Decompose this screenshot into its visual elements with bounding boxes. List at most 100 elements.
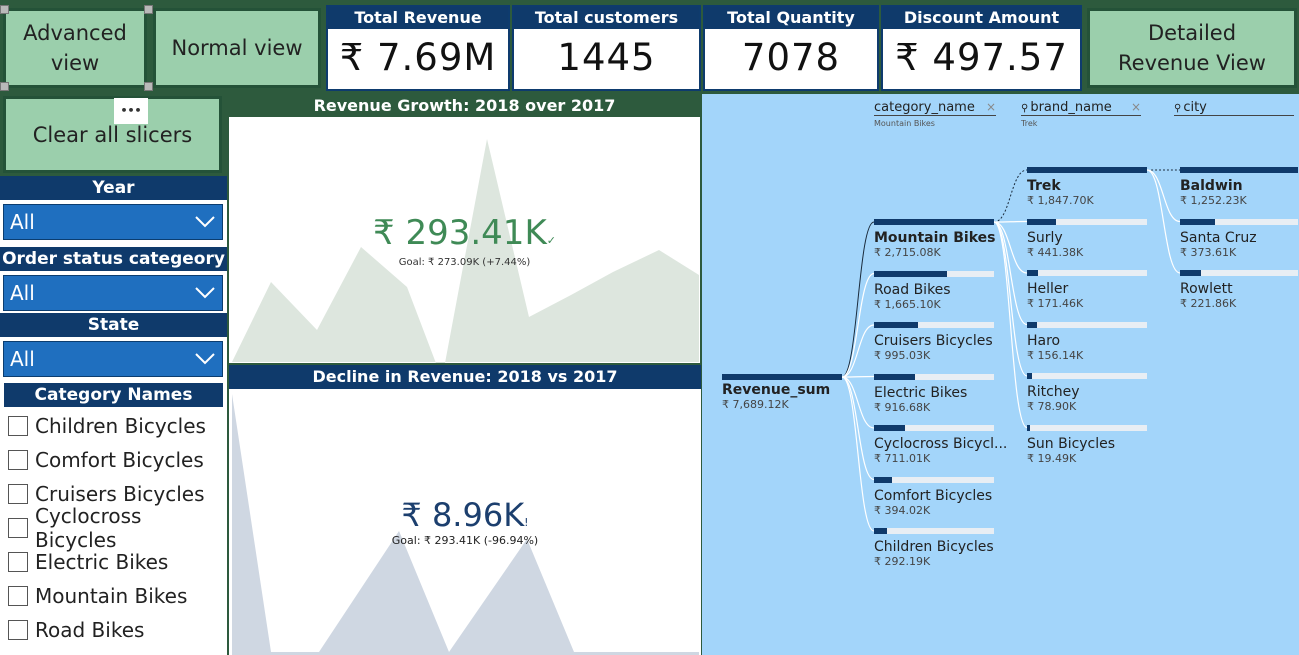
resize-handle-icon[interactable] <box>0 5 9 14</box>
normal-view-label: Normal view <box>171 36 303 60</box>
tree-node-label[interactable]: Electric Bikes <box>874 384 968 401</box>
detailed-revenue-view-button[interactable]: Detailed Revenue View <box>1087 8 1297 88</box>
tree-node-label[interactable]: Surly <box>1027 229 1063 246</box>
tree-level-header[interactable]: ⚲ brand_name × <box>1021 100 1141 116</box>
tree-node-label[interactable]: Cruisers Bicycles <box>874 333 993 349</box>
tree-node-bar <box>1027 373 1032 379</box>
tree-node-bar-track <box>1027 424 1147 431</box>
tree-node-label[interactable]: Comfort Bicycles <box>874 487 993 504</box>
advanced-view-button[interactable]: Advanced view <box>3 8 147 88</box>
tree-level-header[interactable]: category_name × <box>874 100 996 116</box>
tree-node-bar-track <box>1180 270 1298 276</box>
tree-node-label[interactable]: Ritchey <box>1027 384 1080 400</box>
tree-node-bar-track <box>874 425 994 431</box>
tree-connector <box>993 221 1028 326</box>
kpi-card: Total customers 1445 <box>512 5 701 91</box>
tree-node-value: ₹ 711.01K <box>874 452 931 465</box>
tree-node-value: ₹ 394.02K <box>874 503 931 517</box>
year-dropdown-value: All <box>10 210 35 234</box>
category-checkbox-item[interactable]: Road Bikes <box>0 613 227 647</box>
revenue-growth-card[interactable]: Revenue Growth: 2018 over 2017 ₹ 293.41K… <box>228 94 701 364</box>
category-checkbox-item[interactable]: Cruisers Bicycles <box>0 477 227 511</box>
checkbox[interactable] <box>8 620 28 640</box>
checkbox[interactable] <box>8 484 28 504</box>
tree-node-bar <box>874 373 915 380</box>
more-options-icon[interactable]: ••• <box>114 98 148 124</box>
tree-level-header[interactable]: ⚲ city <box>1174 100 1294 116</box>
order-status-dropdown[interactable]: All <box>3 275 223 311</box>
lightbulb-icon: ⚲ <box>1174 103 1182 114</box>
tree-node-label[interactable]: Santa Cruz <box>1180 229 1257 246</box>
tree-node-label[interactable]: Haro <box>1027 332 1061 349</box>
category-checkbox-item[interactable]: Children Bicycles <box>0 409 227 443</box>
checkmark-icon: ✓ <box>546 234 556 247</box>
tree-node-label[interactable]: Sun Bicycles <box>1027 435 1116 452</box>
category-label: Children Bicycles <box>35 414 206 438</box>
tree-node-bar-track <box>874 476 994 483</box>
category-checkbox-item[interactable]: Comfort Bicycles <box>0 443 227 477</box>
tree-node-value: ₹ 171.46K <box>1027 297 1084 310</box>
tree-node-label[interactable]: Rowlett <box>1180 281 1233 297</box>
state-dropdown-value: All <box>10 347 35 371</box>
tree-level-name: category_name <box>874 100 975 115</box>
tree-node-label[interactable]: Trek <box>1027 178 1061 194</box>
tree-node-label[interactable]: Baldwin <box>1180 178 1243 194</box>
tree-connector <box>993 220 1028 223</box>
checkbox[interactable] <box>8 552 28 572</box>
tree-connector <box>841 376 875 532</box>
kpi-value: 1445 <box>557 36 656 79</box>
alert-icon: ! <box>524 516 529 529</box>
chevron-down-icon <box>195 353 215 365</box>
tree-connectors <box>841 169 1181 532</box>
tree-node-label[interactable]: Mountain Bikes <box>874 230 996 246</box>
resize-handle-icon[interactable] <box>144 5 153 14</box>
year-dropdown[interactable]: All <box>3 204 223 240</box>
tree-node-value: ₹ 1,665.10K <box>874 297 941 311</box>
category-checkbox-item[interactable]: Mountain Bikes <box>0 579 227 613</box>
chevron-down-icon <box>195 287 215 299</box>
tree-node-label[interactable]: Cyclocross Bicycl... <box>874 436 1008 452</box>
checkbox[interactable] <box>8 586 28 606</box>
resize-handle-icon[interactable] <box>144 82 153 91</box>
resize-handle-icon[interactable] <box>0 82 9 91</box>
order-status-slicer-title: Order status categeory <box>0 247 227 271</box>
tree-node-value: ₹ 916.68K <box>874 400 931 414</box>
category-label: Cyclocross Bicycles <box>35 504 142 552</box>
tree-level-filter: Trek <box>1021 119 1038 128</box>
tree-connector <box>993 221 1028 274</box>
tree-node-bar <box>1180 218 1215 225</box>
tree-connector <box>993 169 1028 223</box>
category-checkbox-item[interactable]: Electric Bikes <box>0 545 227 579</box>
checkbox[interactable] <box>8 450 28 470</box>
tree-node-bar-track <box>874 373 994 380</box>
tree-node-bar <box>874 425 905 431</box>
revenue-decline-card[interactable]: Decline in Revenue: 2018 vs 2017 ₹ 8.96K… <box>228 365 701 655</box>
tree-node-label[interactable]: Children Bicycles <box>874 539 994 555</box>
tree-node-bar-track <box>874 322 994 328</box>
tree-level-filter: Mountain Bikes <box>874 119 935 128</box>
state-slicer-title: State <box>0 313 227 337</box>
tree-connector <box>841 324 875 378</box>
tree-node-bar-track <box>1027 321 1147 328</box>
tree-node-value: ₹ 78.90K <box>1027 400 1077 413</box>
decomposition-tree[interactable]: category_name × Mountain Bikes ⚲ brand_name… <box>702 94 1299 655</box>
checkbox[interactable] <box>8 518 28 538</box>
tree-node-bar-track <box>1180 167 1298 173</box>
clear-all-slicers-button[interactable]: Clear all slicers <box>3 96 222 173</box>
close-icon[interactable]: × <box>1130 100 1141 114</box>
tree-node-label[interactable]: Heller <box>1027 281 1069 297</box>
close-icon[interactable]: × <box>985 100 996 114</box>
tree-node-label[interactable]: Road Bikes <box>874 281 951 298</box>
revenue-decline-goal: Goal: ₹ 293.41K (-96.94%) <box>391 534 539 547</box>
tree-level-name: city <box>1183 100 1207 115</box>
tree-node-bar-track <box>874 219 994 225</box>
tree-node-bar-track <box>1180 218 1298 225</box>
checkbox[interactable] <box>8 416 28 436</box>
kpi-title: Total Quantity <box>705 7 877 29</box>
category-names-slicer-title: Category Names <box>4 383 223 407</box>
tree-node-value: ₹ 1,252.23K <box>1180 194 1247 207</box>
normal-view-button[interactable]: Normal view <box>153 8 321 88</box>
tree-connector <box>1146 169 1181 274</box>
category-checkbox-item[interactable]: Cyclocross Bicycles <box>0 504 227 552</box>
state-dropdown[interactable]: All <box>3 341 223 377</box>
